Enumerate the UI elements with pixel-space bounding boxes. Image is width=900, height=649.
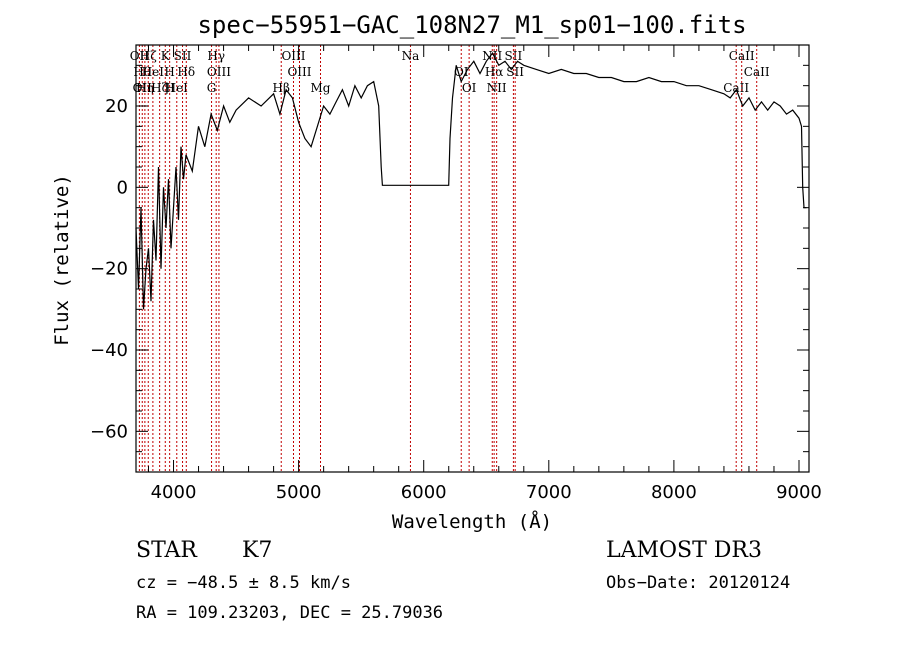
y-tick-label: −40 — [90, 340, 128, 361]
y-axis-label: Flux (relative) — [51, 174, 73, 346]
flux-series-line — [135, 51, 807, 310]
spectral-line-label: Mg — [311, 81, 331, 95]
x-tick-label: 9000 — [776, 482, 822, 503]
spectral-line-label: Hζ — [151, 81, 168, 95]
plot-frame — [135, 44, 810, 473]
x-tick-label: 4000 — [151, 482, 197, 503]
spectral-line-label: HeI — [166, 81, 189, 95]
axis-ticks-layer: 4000 5000 6000 7000 8000 9000 −60 −40 −20 0 20 — [90, 44, 822, 503]
x-tick-label: 8000 — [651, 482, 697, 503]
spectral-line-label: Na — [402, 49, 420, 63]
redshift-cz: cz = −48.5 ± 8.5 km/s — [136, 573, 351, 593]
object-class: STAR — [136, 538, 197, 563]
y-tick-label: 20 — [105, 96, 128, 117]
spectral-line-label: Hη — [136, 81, 154, 95]
x-tick-label: 5000 — [276, 482, 322, 503]
spectral-line-label: Hβ — [273, 81, 290, 95]
spectral-line-label: Hα — [485, 65, 504, 79]
y-tick-label: 0 — [117, 177, 128, 198]
spectral-line-label: NII — [482, 49, 502, 63]
y-tick-label: −60 — [90, 421, 128, 442]
spectral-line-label: G — [207, 81, 217, 95]
spectral-line-label: Hθ — [133, 65, 151, 79]
spectral-line-label: OIII — [207, 65, 231, 79]
spectral-line-label: OI — [462, 81, 477, 95]
spectral-line-label: CaII — [723, 81, 749, 95]
y-tick-label: −20 — [90, 259, 128, 280]
spectral-line-label: Hγ — [207, 49, 225, 63]
spectral-line-label: OIII — [281, 49, 305, 63]
spectral-line-label: OIII — [287, 65, 311, 79]
spectral-line-label: SII — [505, 49, 523, 63]
spectral-line-label: H — [164, 65, 174, 79]
survey-name: LAMOST DR3 — [606, 538, 762, 563]
spectral-line-label: H — [164, 81, 174, 95]
x-axis-label: Wavelength (Å) — [392, 510, 552, 533]
spectral-line-label: K — [161, 49, 171, 63]
x-tick-label: 7000 — [526, 482, 572, 503]
coordinates: RA = 109.23203, DEC = 25.79036 — [136, 603, 444, 623]
spectral-line-label: CaII — [729, 49, 755, 63]
spectral-line-label: Hζ — [140, 49, 157, 63]
spectral-line-label: OII — [130, 49, 150, 63]
spectral-line-label: NII — [487, 81, 507, 95]
chart-title: spec−55951−GAC_108N27_M1_sp01−100.fits — [197, 11, 746, 39]
observation-date: Obs−Date: 20120124 — [606, 573, 791, 593]
x-tick-label: 6000 — [401, 482, 447, 503]
spectral-subclass: K7 — [242, 538, 273, 563]
spectral-line-label: HeI — [142, 65, 165, 79]
spectral-lines-layer: OIIHθOIIHηHζHeIHζKHHHeISIIHδGHγOIIIHβOII… — [130, 45, 770, 472]
spectral-line-label: CaII — [744, 65, 770, 79]
spectral-line-label: OII — [133, 81, 153, 95]
spectral-line-label: SII — [174, 49, 192, 63]
spectral-line-label: Hδ — [177, 65, 195, 79]
